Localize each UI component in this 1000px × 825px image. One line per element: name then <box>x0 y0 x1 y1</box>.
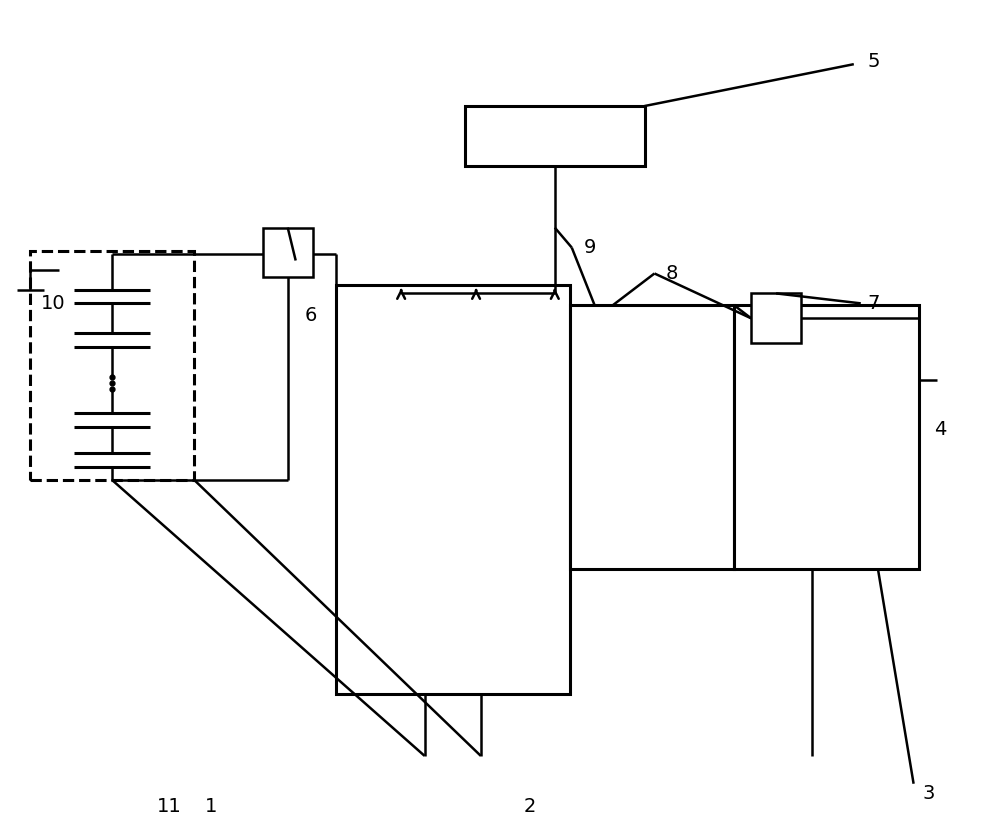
Bar <box>336 285 570 694</box>
Text: 2: 2 <box>524 797 536 816</box>
Bar <box>465 106 645 166</box>
Text: 9: 9 <box>584 238 596 257</box>
Text: 1: 1 <box>205 797 217 816</box>
Text: 10: 10 <box>41 294 66 313</box>
Text: 7: 7 <box>868 294 880 313</box>
Bar <box>734 305 919 569</box>
Bar <box>570 305 734 569</box>
Text: 8: 8 <box>665 264 678 283</box>
Text: 5: 5 <box>867 52 880 71</box>
Text: 3: 3 <box>922 785 935 804</box>
Text: 4: 4 <box>934 421 947 440</box>
Text: 6: 6 <box>304 306 317 325</box>
Bar <box>751 294 801 343</box>
Text: 11: 11 <box>157 797 181 816</box>
Bar <box>263 228 313 277</box>
Bar <box>30 251 194 480</box>
